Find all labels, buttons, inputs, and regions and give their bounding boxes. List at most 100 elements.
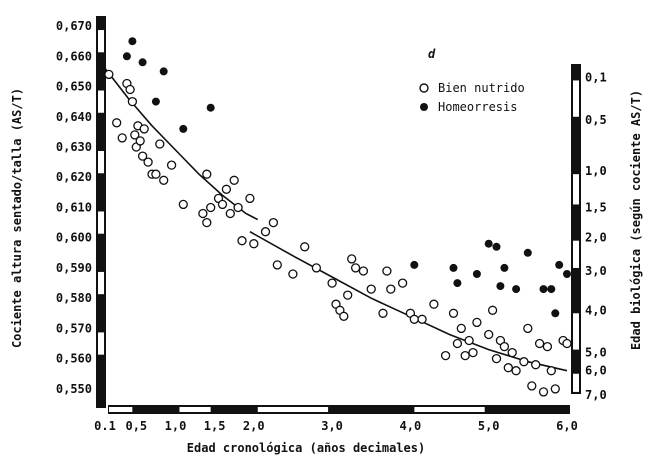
bien-nutrido-point bbox=[260, 227, 271, 237]
bien-nutrido-point bbox=[202, 217, 212, 228]
homeorresis-point bbox=[179, 124, 188, 133]
homeorresis-point bbox=[555, 260, 564, 269]
bien-nutrido-point bbox=[343, 290, 353, 300]
homeorresis-point bbox=[539, 285, 548, 294]
bien-nutrido-point bbox=[550, 384, 560, 394]
bien-nutrido-point bbox=[460, 350, 470, 361]
y-tick-label: 0,610 bbox=[56, 200, 92, 214]
y-axis-label: Cociente altura sentado/talla (AS/T) bbox=[10, 88, 24, 348]
legend: Bien nutrido Homeorresis bbox=[419, 81, 525, 114]
homeorresis-point bbox=[151, 97, 160, 106]
bien-nutrido-point bbox=[272, 260, 282, 270]
homeorresis-point bbox=[453, 279, 462, 288]
bien-nutrido-point bbox=[311, 263, 322, 273]
homeorresis-point bbox=[547, 285, 556, 294]
bien-nutrido-point bbox=[382, 266, 392, 276]
y2-tick-label: 7,0 bbox=[585, 388, 607, 402]
data-points bbox=[104, 37, 572, 397]
legend-label-bien-nutrido: Bien nutrido bbox=[438, 81, 525, 95]
homeorresis-point bbox=[512, 285, 521, 294]
bien-nutrido-point bbox=[117, 133, 127, 143]
left-axis-segment bbox=[98, 271, 104, 295]
homeorresis-point bbox=[122, 52, 131, 61]
bien-nutrido-point bbox=[448, 308, 459, 318]
homeorresis-point bbox=[138, 58, 147, 67]
bien-nutrido-point bbox=[429, 299, 439, 309]
bien-nutrido-point bbox=[137, 151, 148, 161]
y-tick-label: 0,650 bbox=[56, 80, 92, 94]
bien-nutrido-point bbox=[139, 124, 149, 134]
bien-nutrido-point bbox=[229, 175, 239, 185]
y2-tick-label: 2,0 bbox=[585, 231, 607, 245]
y-tick-label: 0,600 bbox=[56, 231, 92, 245]
bien-nutrido-point bbox=[268, 217, 279, 228]
homeorresis-point bbox=[206, 103, 215, 112]
bien-nutrido-point bbox=[491, 353, 502, 364]
x-tick-label: 2,0 bbox=[243, 419, 265, 433]
y-tick-label: 0,670 bbox=[56, 19, 92, 33]
right-axis-segment bbox=[573, 80, 579, 117]
left-axis-segment bbox=[98, 90, 104, 113]
bottom-axis-segment bbox=[257, 407, 329, 412]
y-tick-label: 0,590 bbox=[56, 261, 92, 275]
bien-nutrido-point bbox=[143, 157, 153, 167]
bien-nutrido-point bbox=[503, 363, 513, 373]
y-tick-label: 0,630 bbox=[56, 140, 92, 154]
x-axis-label: Edad cronológica (años decimales) bbox=[187, 441, 425, 455]
bien-nutrido-point bbox=[468, 347, 478, 358]
x-tick-label: 1,0 bbox=[165, 419, 187, 433]
y-tick-label: 0,560 bbox=[56, 352, 92, 366]
bien-nutrido-point bbox=[127, 96, 138, 107]
right-axis-band bbox=[571, 64, 581, 394]
bien-nutrido-point bbox=[112, 118, 122, 128]
bien-nutrido-point bbox=[366, 284, 376, 294]
legend-filled-circle-icon bbox=[420, 103, 428, 111]
bien-nutrido-point bbox=[562, 338, 572, 349]
y-tick-label: 0,580 bbox=[56, 291, 92, 305]
bien-nutrido-point bbox=[417, 314, 427, 324]
right-axis-segment bbox=[573, 373, 579, 392]
homeorresis-point bbox=[500, 263, 509, 272]
bottom-axis-band bbox=[108, 405, 570, 414]
bien-nutrido-point bbox=[350, 263, 361, 273]
bien-nutrido-point bbox=[135, 136, 145, 146]
x-tick-label: 5,0 bbox=[478, 419, 500, 433]
y2-tick-label: 0,5 bbox=[585, 113, 607, 127]
legend-label-homeorresis: Homeorresis bbox=[438, 100, 517, 114]
homeorresis-point bbox=[496, 282, 505, 291]
right-axis-segment bbox=[573, 174, 579, 205]
bien-nutrido-point bbox=[300, 242, 310, 252]
bien-nutrido-point bbox=[472, 317, 482, 328]
bien-nutrido-point bbox=[484, 329, 494, 340]
left-axis-segment bbox=[98, 332, 104, 355]
bien-nutrido-point bbox=[358, 266, 369, 276]
bien-nutrido-point bbox=[531, 360, 541, 370]
y-tick-label: 0,550 bbox=[56, 382, 92, 396]
bottom-axis-segment bbox=[414, 407, 485, 412]
bien-nutrido-point bbox=[125, 84, 135, 95]
bien-nutrido-point bbox=[527, 381, 537, 391]
x-tick-label: 4,0 bbox=[400, 419, 422, 433]
bien-nutrido-point bbox=[249, 239, 259, 249]
bien-nutrido-point bbox=[178, 199, 188, 210]
bien-nutrido-point bbox=[456, 323, 466, 334]
bien-nutrido-point bbox=[464, 335, 474, 346]
bien-nutrido-point bbox=[166, 160, 177, 170]
bien-nutrido-point bbox=[538, 387, 549, 397]
homeorresis-point bbox=[128, 37, 137, 46]
bien-nutrido-point bbox=[339, 311, 349, 321]
y-tick-label: 0,570 bbox=[56, 321, 92, 335]
bien-nutrido-point bbox=[225, 208, 235, 219]
bien-nutrido-point bbox=[378, 308, 388, 318]
y2-tick-label: 1,0 bbox=[585, 164, 607, 178]
y2-tick-label: 0,1 bbox=[585, 70, 607, 84]
bien-nutrido-point bbox=[221, 184, 232, 194]
left-axis-segment bbox=[98, 150, 104, 174]
bien-nutrido-point bbox=[245, 193, 255, 204]
x-tick-label: 6,0 bbox=[556, 419, 578, 433]
y-tick-labels: 0,670 0,660 0,650 0,640 0,630 0,620 0,610 0,600… bbox=[56, 19, 92, 396]
homeorresis-point bbox=[523, 248, 532, 257]
legend-open-circle-icon bbox=[419, 83, 429, 93]
bien-nutrido-point bbox=[519, 357, 529, 367]
x-tick-label: 3,0 bbox=[321, 419, 343, 433]
